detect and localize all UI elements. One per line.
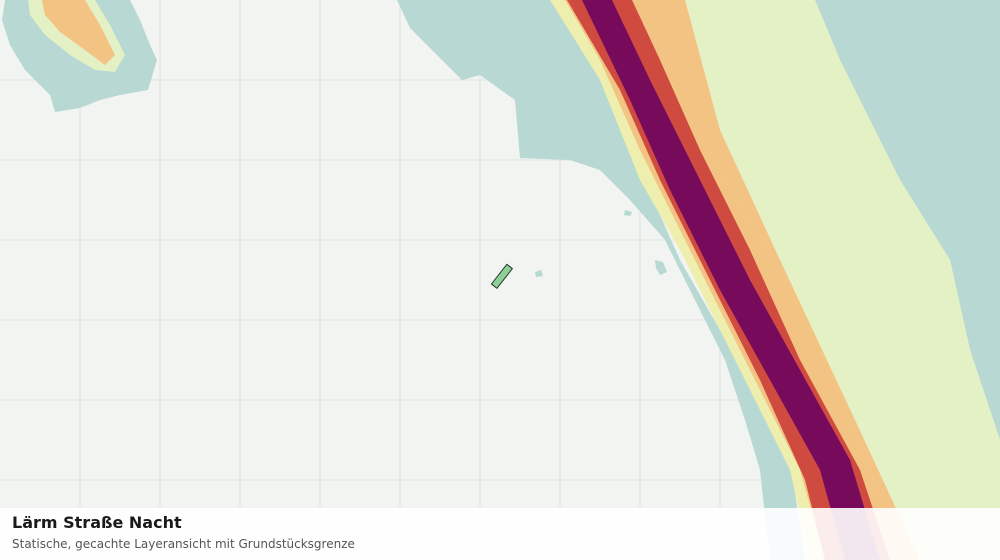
island — [655, 260, 667, 275]
noise-zone-medium — [42, 0, 115, 65]
footer-panel — [0, 508, 1000, 560]
island — [535, 270, 543, 277]
island — [624, 210, 632, 216]
parcel-boundary — [490, 263, 514, 290]
noise-zone-light — [685, 0, 1000, 560]
noise-zone-very-high — [582, 0, 880, 560]
noise-zone-medium — [630, 0, 920, 560]
layer-subtitle: Statische, gecachte Layeransicht mit Gru… — [12, 537, 355, 551]
noise-zone-low — [397, 0, 805, 560]
layer-title: Lärm Straße Nacht — [12, 513, 182, 532]
noise-zone-low — [815, 0, 1000, 440]
